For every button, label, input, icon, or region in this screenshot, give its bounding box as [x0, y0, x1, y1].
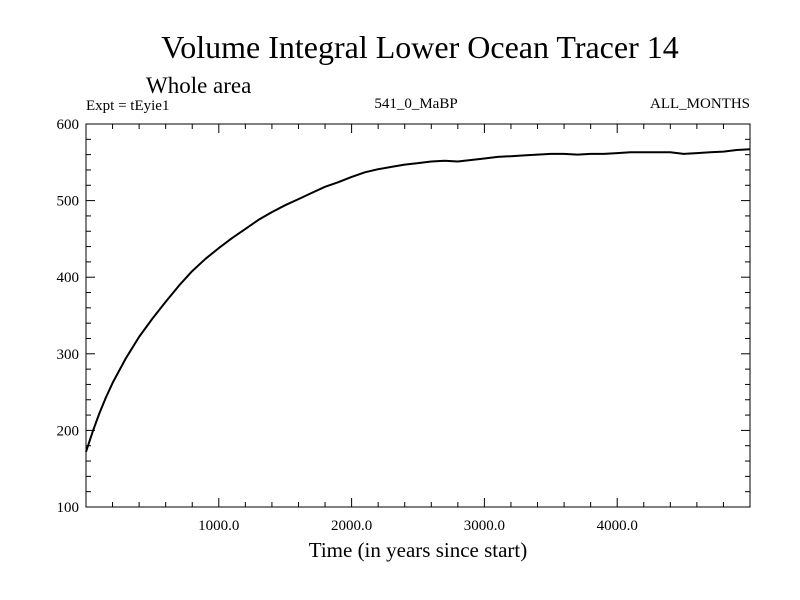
months-label: ALL_MONTHS	[650, 96, 750, 112]
x-axis-label: Time (in years since start)	[309, 538, 528, 562]
x-tick-label: 2000.0	[331, 518, 372, 534]
x-tick-label: 4000.0	[597, 518, 638, 534]
y-tick-label: 300	[57, 347, 80, 363]
chart-subtitle: Whole area	[146, 73, 251, 98]
axis-ticks	[86, 124, 750, 507]
chart-title: Volume Integral Lower Ocean Tracer 14	[161, 29, 678, 65]
y-tick-label: 200	[57, 423, 80, 439]
y-tick-labels: 100 200 300 400 500 600	[57, 117, 80, 516]
x-tick-labels: 1000.0 2000.0 3000.0 4000.0	[198, 518, 638, 534]
series-group	[85, 148, 751, 453]
x-tick-label: 3000.0	[464, 518, 505, 534]
experiment-label: Expt = tEyie1	[86, 98, 169, 114]
x-tick-label: 1000.0	[198, 518, 239, 534]
period-label: 541_0_MaBP	[374, 96, 457, 112]
y-tick-label: 600	[57, 117, 80, 133]
series-line	[85, 148, 751, 453]
y-tick-label: 400	[57, 270, 80, 286]
plot-frame	[85, 123, 751, 508]
y-tick-label: 500	[57, 194, 80, 210]
y-tick-label: 100	[57, 500, 80, 516]
